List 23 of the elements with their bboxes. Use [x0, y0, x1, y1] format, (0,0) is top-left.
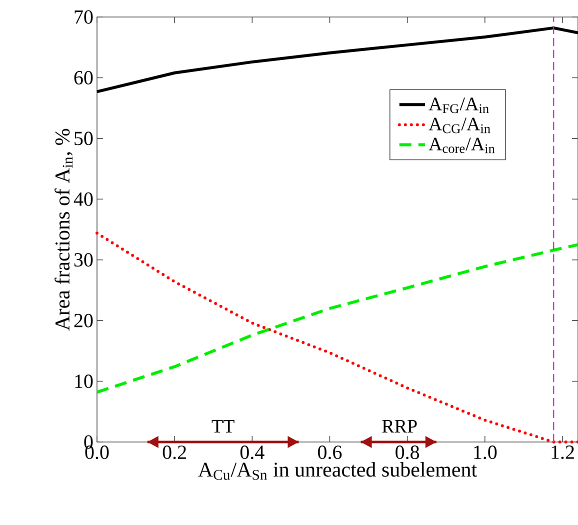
y-axis-title: Area fractions of A$_{in}$, % — [54, 128, 73, 331]
annotation: TT — [212, 420, 234, 432]
x-tick-label: 0.8 — [396, 446, 420, 460]
x-tick-label: 1.2 — [552, 446, 574, 460]
y-tick-label: 70 — [74, 10, 93, 24]
legend-label: A$_{core}$/A$_{in}$ — [428, 138, 495, 154]
annotation: RRP — [382, 420, 417, 432]
y-tick-label: 50 — [74, 132, 93, 146]
legend-label: A$_{FG}$/A$_{in}$ — [428, 98, 489, 114]
y-tick-label: 20 — [74, 314, 93, 328]
x-tick-label: 0.4 — [240, 446, 264, 460]
x-axis-title: A$_{Cu}$/A$_{Sn}$ in unreacted subelement — [198, 462, 477, 480]
x-tick-label: 0.2 — [162, 446, 186, 460]
x-tick-label: 0.6 — [318, 446, 342, 460]
line-series — [96, 26, 578, 94]
legend-label: A$_{CG}$/A$_{in}$ — [428, 118, 490, 134]
y-tick-label: 30 — [74, 253, 93, 267]
y-tick-label: 10 — [75, 374, 93, 388]
y-tick-label: 40 — [74, 192, 93, 206]
line-series — [96, 232, 578, 444]
y-tick-label: 60 — [74, 70, 93, 84]
x-tick-label: 1.0 — [474, 446, 497, 460]
line-series — [96, 243, 578, 394]
